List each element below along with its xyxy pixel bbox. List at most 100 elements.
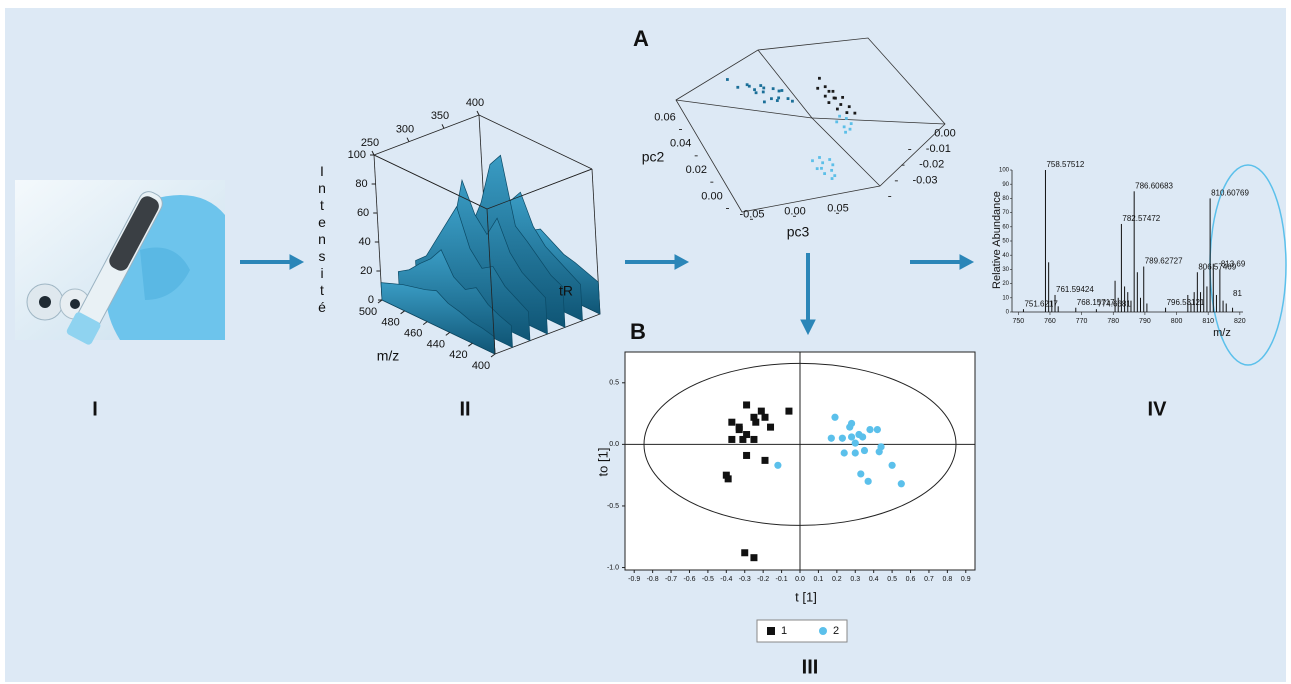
point (847, 433, 856, 441)
label-letter: n (318, 180, 326, 196)
point (834, 96, 837, 100)
point (833, 174, 837, 178)
point (785, 407, 793, 415)
x-axis-label: m/z (1213, 327, 1231, 339)
y-tick-label: -1.0 (607, 564, 619, 571)
point (750, 435, 758, 443)
point (771, 87, 775, 91)
z-tick-label: 40 (359, 236, 371, 248)
point (830, 168, 834, 172)
peak-label: 761.59424 (1056, 285, 1094, 294)
label-letter: n (318, 231, 326, 247)
tick-label: -0.01 (926, 143, 951, 155)
y-tick-label: 60 (1002, 224, 1009, 230)
point (849, 122, 853, 126)
legend-box (756, 619, 848, 643)
point (722, 471, 730, 479)
cube-outline (675, 37, 946, 213)
annotation: 81 (1233, 289, 1242, 298)
x-tick (490, 353, 496, 358)
point (857, 470, 865, 478)
y-axis-label: Relative Abundance (991, 191, 1003, 289)
point (774, 461, 782, 469)
point (866, 425, 874, 434)
tick-label: 0.05 (827, 202, 848, 214)
peak-label: 789.62727 (1145, 257, 1183, 266)
label-letter: t (320, 197, 324, 213)
x-tick-label: 440 (427, 338, 445, 350)
x-tick-label: 0.7 (924, 576, 934, 583)
y-axis-label: tR (559, 283, 573, 299)
point (888, 461, 896, 469)
y-axis-label: to [1] (595, 448, 610, 477)
x-axis-label: t [1] (795, 589, 817, 604)
peak-label: 774.6681 (1097, 299, 1131, 308)
surface-ridge (415, 205, 531, 342)
point (830, 177, 834, 180)
x-tick-label: -0.8 (647, 576, 659, 583)
point (754, 91, 758, 95)
point (747, 84, 751, 88)
y-tick-label: 350 (431, 110, 449, 122)
x-tick-label: 0.0 (795, 576, 805, 583)
tick-label: 0.00 (934, 127, 955, 139)
x-tick-label: 800 (1171, 318, 1183, 325)
point (761, 456, 769, 464)
x-tick-label: 780 (1107, 318, 1119, 325)
point (827, 434, 835, 442)
tick-label: 0.06 (654, 111, 675, 123)
box-edge (486, 208, 496, 355)
point (875, 448, 883, 456)
x-tick-label: 0.8 (943, 576, 953, 583)
z-tick-label: 100 (348, 149, 366, 161)
tick-label: -0.03 (912, 174, 937, 186)
tick-label: -0.05 (739, 208, 764, 220)
point (759, 84, 763, 87)
legend-marker (819, 627, 827, 635)
point (777, 96, 781, 100)
peak-label: 782.57472 (1122, 214, 1160, 223)
point (851, 439, 859, 447)
point (761, 413, 769, 421)
y-tick (476, 110, 480, 116)
sample-photo (15, 180, 225, 345)
point (860, 446, 869, 455)
tick-label: 0.02 (686, 164, 707, 176)
x-tick-label: -0.7 (665, 576, 677, 583)
point (841, 95, 845, 99)
y-tick-label: 50 (1002, 239, 1009, 245)
point (725, 78, 729, 81)
point (775, 99, 779, 102)
point (818, 76, 821, 80)
peak-label: 751.6217 (1024, 299, 1058, 308)
box-edge (478, 114, 593, 170)
point (752, 418, 760, 426)
y-tick-label: 250 (361, 137, 379, 149)
x-tick-label: 790 (1139, 318, 1151, 325)
y-tick-label: 70 (1002, 210, 1009, 216)
label-letter: i (320, 265, 323, 281)
point (811, 159, 814, 163)
x-tick-label: -0.9 (628, 576, 640, 583)
x-tick (400, 310, 405, 315)
y-axis-label: pc2 (642, 149, 665, 165)
box-edge (373, 114, 480, 156)
tick-label: 0.00 (784, 205, 805, 217)
label-letter: s (319, 248, 326, 264)
point (831, 413, 839, 421)
point (753, 88, 756, 92)
x-tick-label: -0.5 (702, 576, 714, 583)
peak-label: 796.53121 (1167, 298, 1205, 307)
x-tick-label: -0.1 (776, 576, 788, 583)
tick-label: 0.00 (701, 190, 722, 202)
point (761, 90, 765, 94)
point (844, 117, 848, 120)
step-label: I (92, 398, 98, 420)
panel-label: B (630, 319, 646, 344)
box-edge (373, 154, 488, 210)
point (735, 426, 743, 434)
point (777, 89, 781, 93)
x-tick-label: 0.4 (869, 576, 879, 583)
point (853, 111, 857, 115)
